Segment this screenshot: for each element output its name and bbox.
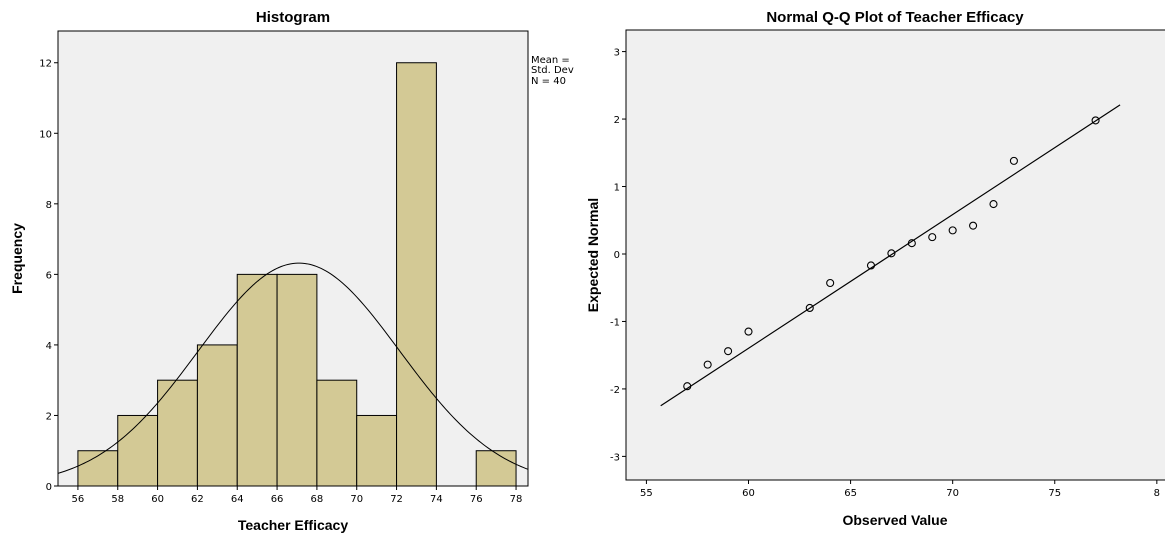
qq-x-tick-label: 75 <box>1048 488 1061 499</box>
qq-x-ticks: 55 60 65 70 75 8 <box>640 480 1160 499</box>
histogram-y-ticks: 0 2 4 6 8 10 12 <box>39 59 58 493</box>
qq-point <box>1009 156 1018 165</box>
qq-y-label: Expected Normal <box>585 198 601 312</box>
histogram-bar-62-64 <box>196 344 238 487</box>
qq-reference-line <box>660 104 1121 407</box>
qq-point <box>928 233 937 242</box>
qq-point <box>948 226 957 235</box>
histogram-x-tick-label: 72 <box>390 494 403 505</box>
histogram-x-tick-label: 66 <box>271 494 284 505</box>
qq-x-tick-label: 70 <box>946 488 959 499</box>
qq-point <box>1091 116 1100 125</box>
qq-y-ticks: -3 -2 -1 0 1 2 3 <box>610 48 626 463</box>
histogram-y-tick-label: 8 <box>46 200 52 211</box>
qq-point <box>683 382 692 391</box>
histogram-bar-70-72 <box>356 414 398 487</box>
histogram-bar-58-60 <box>117 414 159 487</box>
qq-point <box>703 360 712 369</box>
histogram-title: Histogram <box>256 9 330 26</box>
histogram-y-tick-label: 6 <box>46 270 52 281</box>
qq-y-tick-label: 1 <box>614 183 620 194</box>
histogram-bar-68-70 <box>316 379 358 487</box>
qq-point <box>989 200 998 209</box>
histogram-x-label: Teacher Efficacy <box>238 517 348 533</box>
histogram-y-label: Frequency <box>9 223 25 294</box>
histogram-x-tick-label: 68 <box>311 494 324 505</box>
qq-x-label: Observed Value <box>842 512 947 528</box>
histogram-bar-64-66 <box>236 273 278 487</box>
normal-curve <box>57 262 529 474</box>
histogram-x-tick-label: 70 <box>350 494 363 505</box>
qq-point <box>805 303 814 313</box>
qq-point <box>907 239 916 248</box>
qq-points <box>683 116 1100 391</box>
histogram-bar-56-58 <box>77 450 119 487</box>
histogram-bar-76-78 <box>475 450 517 487</box>
histogram-x-tick-label: 64 <box>231 494 244 505</box>
qq-x-tick-label: 60 <box>742 488 755 499</box>
histogram-y-tick-label: 4 <box>46 341 52 352</box>
histogram-y-tick-label: 0 <box>46 482 52 493</box>
qq-plot-area <box>625 29 1165 481</box>
histogram-x-ticks: 56 58 60 62 64 66 68 70 72 74 76 78 <box>72 486 523 505</box>
qq-y-tick-label: -3 <box>610 452 620 463</box>
qq-x-tick-label: 55 <box>640 488 653 499</box>
histogram-x-tick-label: 60 <box>151 494 164 505</box>
histogram-x-tick-label: 62 <box>191 494 204 505</box>
histogram-y-tick-label: 2 <box>46 411 52 422</box>
stat-n-label: N = 40 <box>531 76 566 87</box>
qq-point <box>866 261 876 270</box>
qq-x-tick-label: 65 <box>844 488 857 499</box>
histogram-y-tick-label: 10 <box>39 129 52 140</box>
qq-point <box>887 249 896 258</box>
qq-x-tick-label: 8 <box>1154 488 1160 499</box>
histogram-x-tick-label: 56 <box>72 494 85 505</box>
stat-sd-label: Std. Dev <box>531 65 574 76</box>
stat-mean-label: Mean = <box>531 55 570 66</box>
histogram-bar-72-74 <box>396 62 437 487</box>
histogram-x-tick-label: 58 <box>111 494 124 505</box>
histogram-bar-66-68 <box>276 273 318 487</box>
histogram-x-tick-label: 76 <box>470 494 483 505</box>
qq-point <box>724 347 733 356</box>
qq-y-tick-label: 2 <box>614 115 620 126</box>
qq-point <box>744 327 753 336</box>
histogram-x-tick-label: 74 <box>430 494 443 505</box>
histogram-stats-box: Mean = Std. Dev N = 40 <box>531 55 574 87</box>
qq-y-tick-label: -1 <box>610 317 620 328</box>
qq-point <box>969 221 978 230</box>
histogram-x-tick-label: 78 <box>510 494 523 505</box>
qq-point <box>826 278 835 288</box>
qq-y-tick-label: -2 <box>610 385 620 396</box>
qq-plot-chart: 55 60 65 70 75 8 -3 -2 -1 0 1 2 3 Normal Q-Q Plot o… <box>585 9 1165 528</box>
qq-y-tick-label: 0 <box>614 250 620 261</box>
qq-title: Normal Q-Q Plot of Teacher Efficacy <box>766 9 1024 26</box>
histogram-bars <box>77 62 517 487</box>
qq-y-tick-label: 3 <box>614 48 620 59</box>
histogram-y-tick-label: 12 <box>39 59 52 70</box>
